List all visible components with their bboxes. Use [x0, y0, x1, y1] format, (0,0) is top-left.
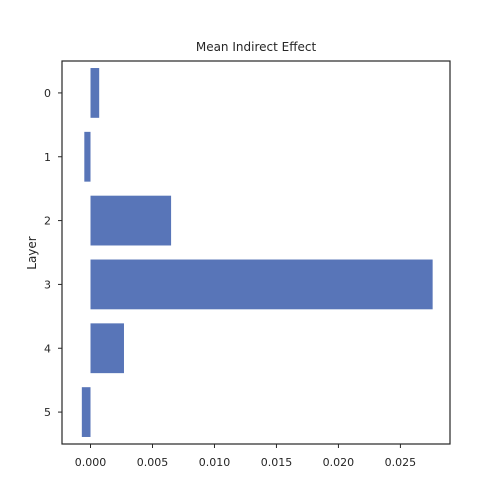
x-tick-label: 0.000	[75, 456, 107, 469]
x-tick-label: 0.010	[199, 456, 231, 469]
y-tick-label: 1	[44, 151, 51, 164]
x-tick-label: 0.025	[385, 456, 417, 469]
y-axis-label: Layer	[25, 236, 39, 270]
bar-layer-3	[90, 259, 433, 310]
x-axis: 0.000 0.005 0.010 0.015 0.020 0.025	[75, 444, 416, 469]
y-tick-label: 4	[44, 342, 51, 355]
x-tick-label: 0.020	[323, 456, 355, 469]
chart-title: Mean Indirect Effect	[196, 40, 317, 54]
x-tick-label: 0.015	[261, 456, 293, 469]
x-tick-label: 0.005	[137, 456, 169, 469]
y-axis: 0 1 2 3 4 5	[44, 87, 62, 419]
bar-layer-1	[84, 131, 91, 182]
y-tick-label: 3	[44, 278, 51, 291]
bar-layer-4	[90, 323, 124, 374]
bars	[81, 68, 433, 437]
y-tick-label: 2	[44, 215, 51, 228]
y-tick-label: 0	[44, 87, 51, 100]
bar-layer-5	[81, 387, 91, 437]
bar-layer-0	[90, 68, 100, 118]
y-tick-label: 5	[44, 406, 51, 419]
plot-frame	[61, 60, 451, 445]
bar-layer-2	[90, 195, 172, 246]
